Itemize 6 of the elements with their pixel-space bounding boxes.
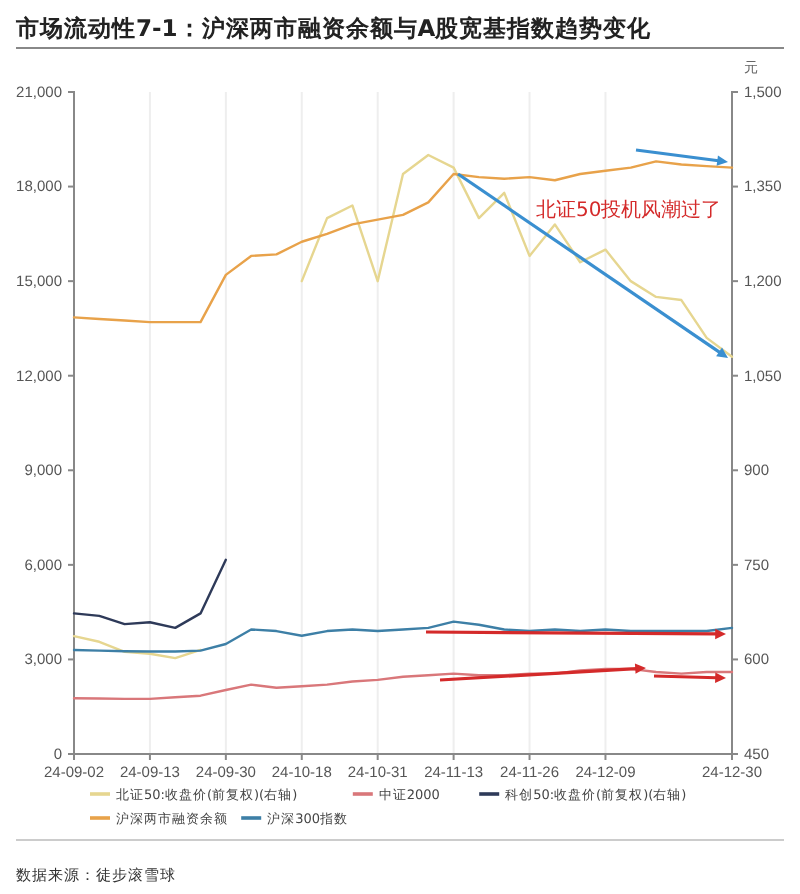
line-series [72, 558, 228, 630]
chart-title: 市场流动性7-1：沪深两市融资余额与A股宽基指数趋势变化 [14, 14, 654, 42]
annotation: 北证50投机风潮过了 [536, 198, 722, 222]
line-series [72, 620, 734, 653]
line-series [72, 160, 734, 324]
line-series [72, 667, 734, 701]
